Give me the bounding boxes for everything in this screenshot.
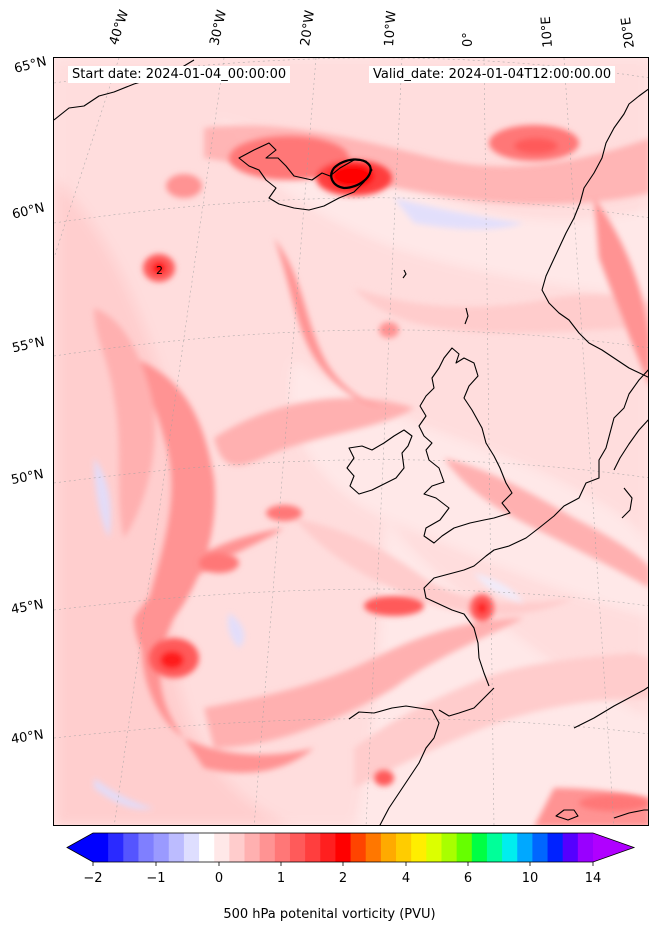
- colorbar-tick-label: 1: [276, 871, 286, 886]
- colorbar-swatch: [335, 833, 352, 862]
- colorbar-swatch: [365, 833, 382, 862]
- colorbar-tick-label: 0: [214, 871, 224, 886]
- colorbar-swatch: [289, 833, 306, 862]
- colorbar-tick-label: 2: [338, 871, 348, 886]
- colorbar-tick-label: 10: [521, 871, 539, 886]
- colorbar-tick-label: 6: [463, 871, 473, 886]
- colorbar-swatch: [456, 833, 473, 862]
- coastlines: [54, 59, 648, 825]
- colorbar-swatch: [486, 833, 503, 862]
- colorbar-swatch: [259, 833, 276, 862]
- colorbar-swatch: [138, 833, 155, 862]
- colorbar-swatch: [471, 833, 488, 862]
- colorbar: [66, 832, 636, 866]
- contour-label: 2: [156, 264, 163, 277]
- pv-field-negative: [94, 198, 524, 810]
- colorbar-swatch: [350, 833, 367, 862]
- colorbar-swatch: [380, 833, 397, 862]
- colorbar-tick-label: 14: [584, 871, 602, 886]
- colorbar-tick-label: 4: [401, 871, 411, 886]
- colorbar-swatch: [577, 833, 594, 862]
- colorbar-swatch: [274, 833, 291, 862]
- colorbar-swatch: [305, 833, 321, 862]
- colorbar-swatch: [517, 833, 533, 862]
- graticule: [54, 58, 648, 825]
- colorbar-swatch: [502, 833, 518, 862]
- colorbar-swatch: [93, 833, 109, 862]
- colorbar-swatch: [199, 833, 215, 862]
- colorbar-extend-low: [67, 833, 93, 862]
- colorbar-title: 500 hPa potenital vorticity (PVU): [223, 907, 436, 922]
- colorbar-swatch: [396, 833, 412, 862]
- colorbar-tick-label: −1: [146, 871, 166, 886]
- valid-date-label: Valid_date: 2024-01-04T12:00:00.00: [369, 66, 616, 83]
- colorbar-swatch: [441, 833, 458, 862]
- colorbar-swatch: [183, 833, 200, 862]
- colorbar-swatch: [214, 833, 230, 862]
- start-date-label: Start date: 2024-01-04_00:00:00: [68, 66, 291, 83]
- colorbar-swatch: [426, 833, 442, 862]
- colorbar-extend-high: [593, 833, 634, 862]
- pv-field-maxima: [143, 125, 648, 811]
- colorbar-swatch: [108, 833, 124, 862]
- colorbar-tick-label: −2: [83, 871, 103, 886]
- colorbar-swatch: [547, 833, 564, 862]
- colorbar-swatch: [320, 833, 336, 862]
- colorbar-swatch: [153, 833, 170, 862]
- colorbar-swatch: [123, 833, 139, 862]
- colorbar-swatch: [562, 833, 579, 862]
- colorbar-swatch: [532, 833, 549, 862]
- colorbar-swatch: [229, 833, 246, 862]
- colorbar-swatch: [411, 833, 427, 862]
- potential-vorticity-map: 2: [53, 57, 649, 826]
- colorbar-swatch: [244, 833, 261, 862]
- colorbar-swatch: [168, 833, 185, 862]
